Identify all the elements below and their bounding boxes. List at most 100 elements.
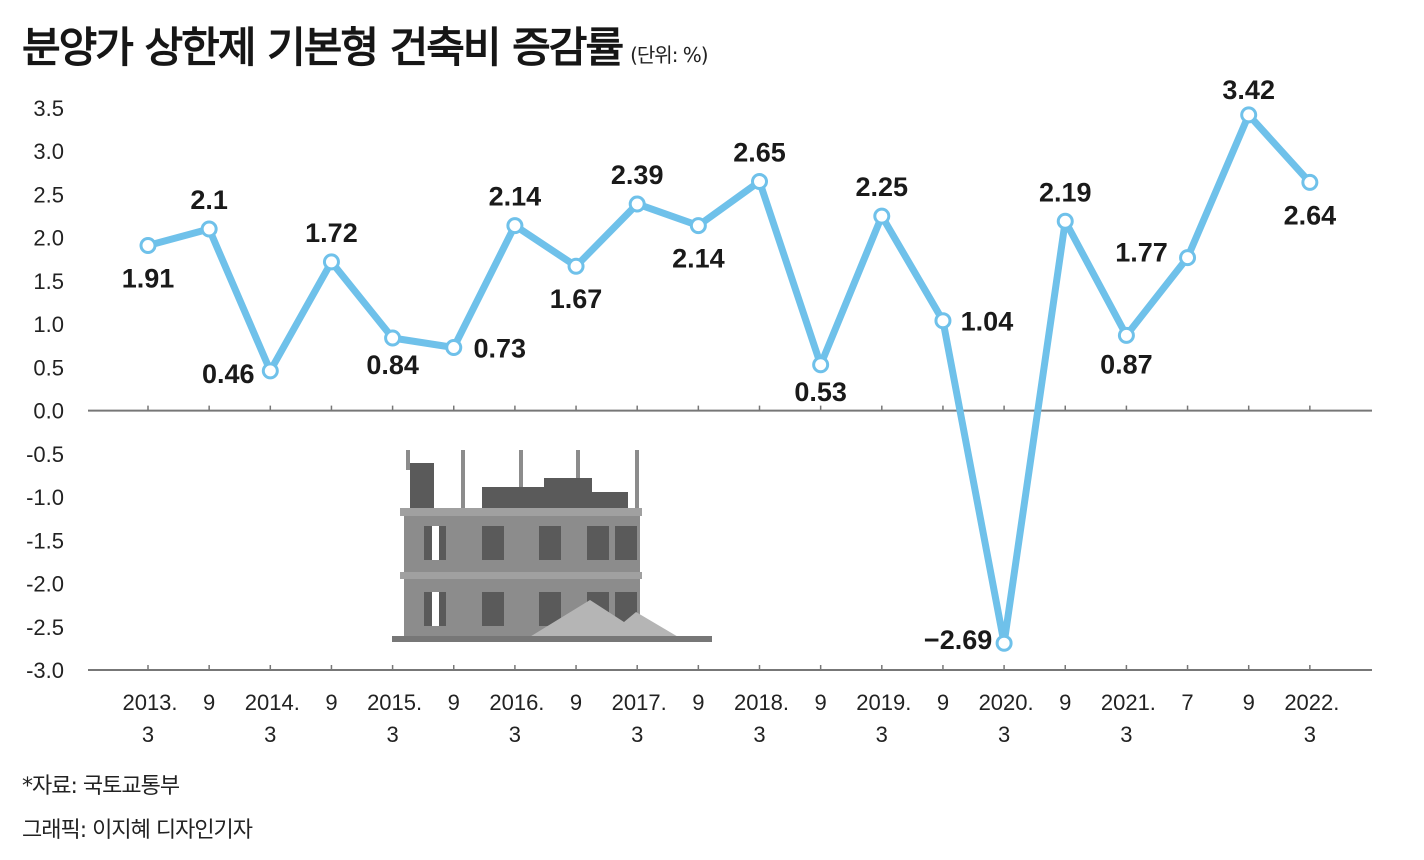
data-label: 0.46 — [202, 359, 255, 389]
y-tick-label: -1.0 — [26, 485, 64, 510]
data-point — [139, 236, 157, 254]
data-point — [934, 312, 952, 330]
data-label: 0.73 — [473, 333, 526, 363]
building-pillar — [406, 450, 410, 470]
building-window — [615, 526, 637, 560]
data-point — [322, 253, 340, 271]
data-label: 0.87 — [1100, 349, 1153, 379]
y-tick-label: 0.0 — [33, 399, 64, 424]
building-pillar — [635, 450, 639, 512]
x-tick-label-month: 3 — [142, 722, 154, 747]
building-window — [539, 592, 561, 626]
data-label: 2.14 — [489, 182, 542, 212]
data-label: 2.1 — [190, 185, 228, 215]
x-tick-label-month: 3 — [753, 722, 765, 747]
x-tick-label: 2022. — [1284, 690, 1339, 715]
data-label: 0.84 — [366, 350, 419, 380]
data-label: 2.14 — [672, 244, 725, 274]
y-tick-label: 2.5 — [33, 182, 64, 207]
x-tick-label: 2015. — [367, 690, 422, 715]
data-point — [873, 207, 891, 225]
data-point — [1240, 106, 1258, 124]
building-pillar — [461, 450, 465, 512]
x-tick-label: 2013. — [122, 690, 177, 715]
data-label: 1.04 — [961, 307, 1014, 337]
x-tick-label-month: 3 — [509, 722, 521, 747]
x-tick-label-month: 3 — [631, 722, 643, 747]
building-slab — [400, 572, 642, 579]
building-pillar — [519, 450, 523, 512]
y-tick-label: -3.0 — [26, 658, 64, 683]
data-point — [1056, 212, 1074, 230]
title-row: 분양가 상한제 기본형 건축비 증감률 (단위: %) — [22, 14, 709, 75]
data-label: 2.39 — [611, 160, 664, 190]
data-point — [812, 356, 830, 374]
y-tick-label: 1.5 — [33, 269, 64, 294]
x-tick-label-month: 3 — [998, 722, 1010, 747]
x-tick-label-month: 3 — [876, 722, 888, 747]
y-tick-label: -2.0 — [26, 572, 64, 597]
sand-pile — [528, 600, 680, 638]
data-label: 1.67 — [550, 284, 603, 314]
x-tick-label-month: 3 — [264, 722, 276, 747]
building-roof-block — [592, 492, 628, 512]
data-point — [1301, 173, 1319, 191]
y-tick-label: -0.5 — [26, 442, 64, 467]
x-tick-label: 9 — [448, 690, 460, 715]
building-roof-block — [410, 463, 434, 512]
building-roof-block — [544, 478, 592, 512]
data-point — [1179, 249, 1197, 267]
building-illustration — [392, 450, 712, 642]
building-window — [539, 526, 561, 560]
y-tick-label: 0.5 — [33, 355, 64, 380]
x-tick-label: 7 — [1181, 690, 1193, 715]
graphic-credit: 그래픽: 이지혜 디자인기자 — [22, 818, 253, 843]
data-point — [445, 338, 463, 356]
building-slab — [400, 508, 642, 516]
data-point — [628, 195, 646, 213]
x-tick-label: 2017. — [612, 690, 667, 715]
x-tick-label-month: 3 — [1120, 722, 1132, 747]
data-label: 2.19 — [1039, 177, 1092, 207]
data-point — [995, 634, 1013, 652]
x-tick-label: 2014. — [245, 690, 300, 715]
data-label: 3.42 — [1222, 75, 1275, 105]
x-tick-label: 9 — [937, 690, 949, 715]
data-label: 2.65 — [733, 137, 786, 167]
x-tick-label: 2016. — [489, 690, 544, 715]
x-tick-label: 9 — [325, 690, 337, 715]
x-tick-label: 9 — [692, 690, 704, 715]
x-tick-label: 2020. — [979, 690, 1034, 715]
series-line — [144, 111, 1314, 647]
building-window-light — [432, 592, 439, 626]
y-tick-label: 2.0 — [33, 226, 64, 251]
unit-label: (단위: %) — [630, 43, 709, 67]
x-tick-label-month: 3 — [386, 722, 398, 747]
data-label: 1.77 — [1115, 238, 1168, 268]
x-tick-label: 9 — [1059, 690, 1071, 715]
building-window — [587, 526, 609, 560]
data-label: 2.64 — [1284, 200, 1337, 230]
x-tick-label: 2019. — [856, 690, 911, 715]
data-point — [751, 172, 768, 190]
building-window-light — [432, 526, 439, 560]
y-tick-label: -2.5 — [26, 615, 64, 640]
x-tick-label: 2018. — [734, 690, 789, 715]
chart-title: 분양가 상한제 기본형 건축비 증감률 — [22, 23, 624, 72]
data-point — [567, 257, 585, 275]
data-point — [1117, 326, 1135, 344]
y-tick-label: 1.0 — [33, 312, 64, 337]
data-point — [689, 217, 707, 235]
ground-line — [392, 636, 712, 642]
data-label: 2.25 — [856, 172, 909, 202]
data-label: 0.53 — [794, 377, 847, 407]
data-point — [506, 217, 524, 235]
building-window — [482, 592, 504, 626]
data-point — [261, 362, 279, 380]
x-tick-label: 9 — [815, 690, 827, 715]
y-tick-label: 3.5 — [33, 96, 64, 121]
x-tick-label: 2021. — [1101, 690, 1156, 715]
building-window — [482, 526, 504, 560]
source-note: *자료: 국토교통부 — [22, 774, 180, 799]
